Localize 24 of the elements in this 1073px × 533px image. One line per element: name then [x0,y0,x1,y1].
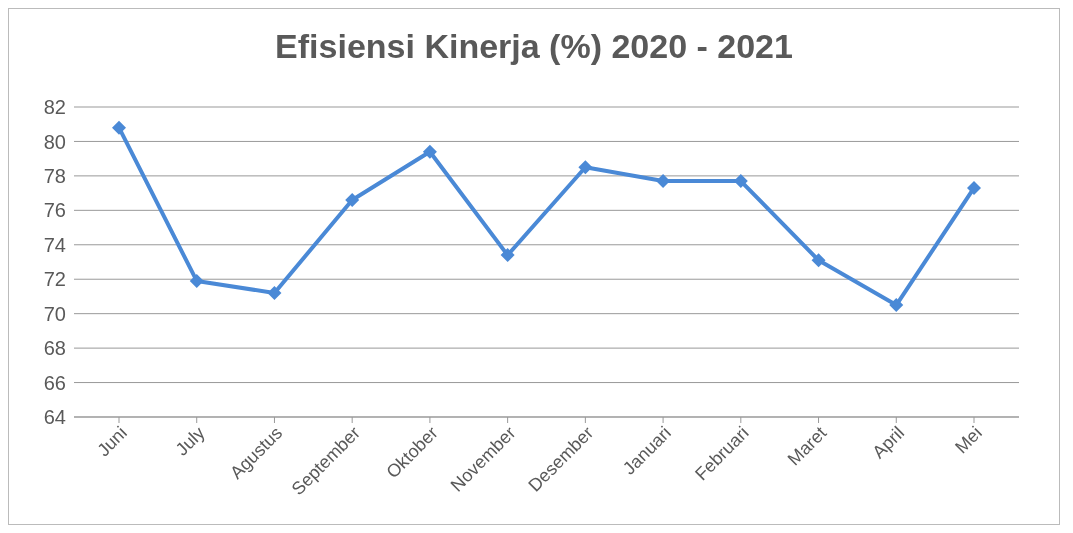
chart-title: Efisiensi Kinerja (%) 2020 - 2021 [274,26,794,67]
point [811,253,826,268]
y-tick-label: 76 [43,199,66,222]
point [112,120,126,135]
y-tick-label: 66 [43,371,66,394]
y-tick-label: 80 [43,130,66,153]
x-tick-label: July [171,422,209,460]
y-tick-label: 82 [43,96,66,119]
y-tick-label: 78 [43,164,66,187]
y-tick-label: 74 [43,233,66,256]
y-tick-label: 72 [43,268,66,291]
x-tick-label: Juni [93,422,131,461]
point [889,298,904,313]
y-tick-label: 68 [43,337,66,360]
y-tick-label: 64 [43,406,66,429]
x-tick-label: Mei [951,422,986,458]
point [967,180,981,195]
point [267,286,282,300]
y-tick-label: 70 [43,302,66,325]
point [422,144,437,159]
point [500,248,515,263]
point [189,273,204,288]
point [345,193,360,207]
point [578,160,593,175]
